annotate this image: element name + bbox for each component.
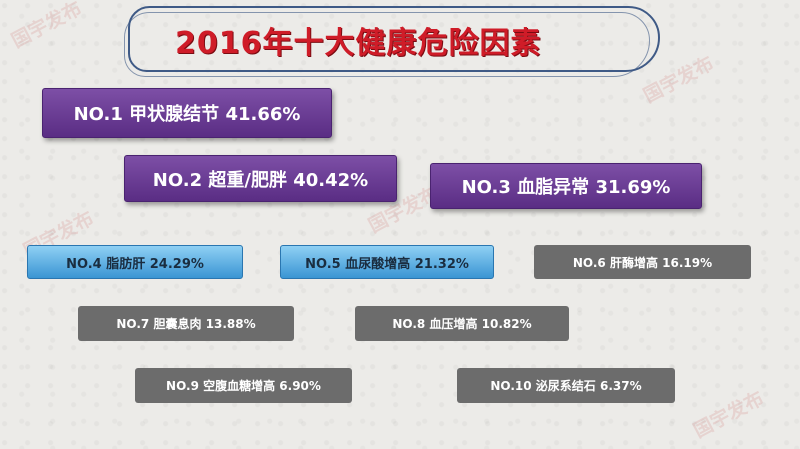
watermark: 国宇发布 <box>689 387 768 443</box>
factor-badge-8: NO.8 血压增高 10.82% <box>355 306 569 341</box>
factor-badge-6: NO.6 肝酶增高 16.19% <box>534 245 751 279</box>
factor-badge-1: NO.1 甲状腺结节 41.66% <box>42 88 332 138</box>
title-frame <box>124 6 660 77</box>
page-title: 2016年十大健康危险因素 <box>175 26 542 61</box>
watermark: 国宇发布 <box>7 0 86 53</box>
factor-badge-3: NO.3 血脂异常 31.69% <box>430 163 702 209</box>
factor-badge-10: NO.10 泌尿系结石 6.37% <box>457 368 675 403</box>
factor-badge-4: NO.4 脂肪肝 24.29% <box>27 245 243 279</box>
factor-badge-7: NO.7 胆囊息肉 13.88% <box>78 306 294 341</box>
factor-badge-2: NO.2 超重/肥胖 40.42% <box>124 155 397 202</box>
factor-badge-5: NO.5 血尿酸增高 21.32% <box>280 245 494 279</box>
factor-badge-9: NO.9 空腹血糖增高 6.90% <box>135 368 352 403</box>
